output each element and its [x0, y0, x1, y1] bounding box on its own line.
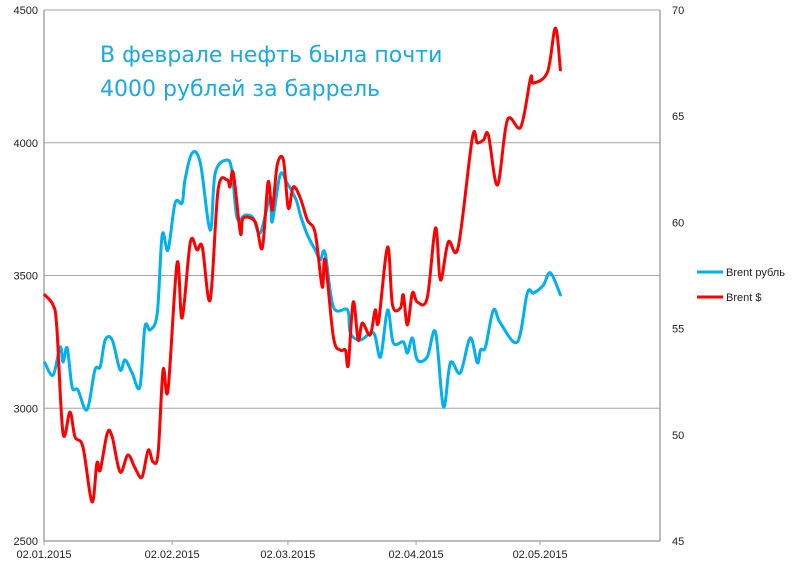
y-right-tick-label: 60: [672, 217, 684, 229]
legend: Brent рубль Brent $: [697, 267, 785, 304]
grid-lines: [44, 9, 660, 409]
axes: [43, 10, 661, 545]
legend-label-usd: Brent $: [726, 292, 761, 304]
legend-label-rub: Brent рубль: [726, 267, 785, 279]
annotation-line-2: 4000 рублей за баррель: [100, 77, 380, 102]
y-left-tick-label: 3500: [14, 271, 38, 283]
y-right-tick-label: 45: [672, 536, 684, 548]
y-right-tick-label: 55: [672, 324, 684, 336]
tick-labels: 2500 3000 3500 4000 4500 45 50 55 60 65 70 02.01.20…: [14, 5, 685, 561]
series-line-brent-usd: [43, 26, 562, 504]
x-tick-label: 02.05.2015: [513, 549, 568, 561]
x-tick-label: 02.02.2015: [145, 549, 200, 561]
annotation-line-1: В феврале нефть была почти: [100, 43, 442, 68]
y-right-tick-label: 50: [672, 430, 684, 442]
y-left-tick-label: 2500: [14, 536, 38, 548]
y-left-tick-label: 3000: [14, 403, 38, 415]
x-tick-label: 02.01.2015: [16, 549, 71, 561]
y-left-tick-label: 4000: [14, 138, 38, 150]
series-line-brent-rub: [43, 150, 562, 412]
x-tick-label: 02.04.2015: [389, 549, 444, 561]
y-right-tick-label: 65: [672, 111, 684, 123]
y-left-tick-label: 4500: [14, 5, 38, 17]
series-lines: [43, 26, 562, 504]
y-right-tick-label: 70: [672, 5, 684, 17]
x-tick-label: 02.03.2015: [260, 549, 315, 561]
